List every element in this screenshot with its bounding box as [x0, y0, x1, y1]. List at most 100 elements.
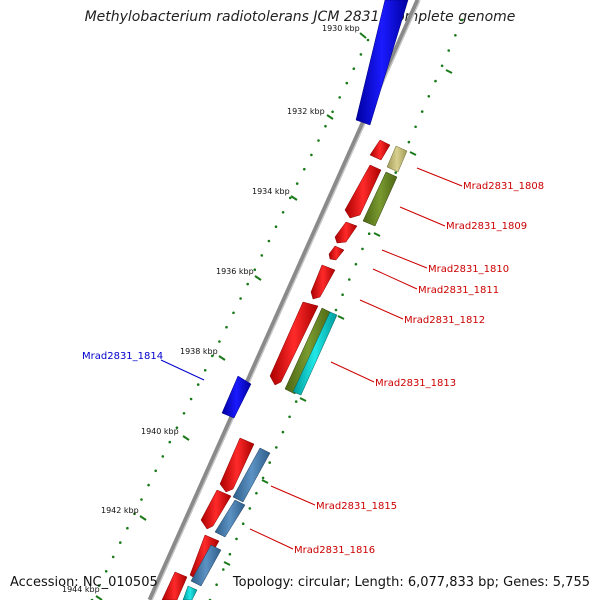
track-dot	[454, 34, 457, 37]
gene-red[interactable]	[310, 264, 336, 300]
track-dot	[427, 95, 431, 98]
label-leaders	[160, 167, 463, 550]
gene-red[interactable]	[369, 139, 391, 161]
leader-line	[399, 206, 446, 227]
track-dot	[334, 308, 338, 312]
track-dot	[359, 53, 363, 56]
tick-mark	[223, 561, 231, 566]
leader-line	[416, 167, 463, 187]
gene-label-1812[interactable]: Mrad2831_1812	[404, 315, 485, 326]
track-dot	[294, 400, 298, 403]
track-dot	[341, 293, 344, 297]
track-dot	[126, 526, 129, 530]
gene-red[interactable]	[161, 571, 188, 600]
leader-line	[249, 528, 294, 550]
gene-blue-1814[interactable]	[221, 375, 252, 419]
leader-line	[381, 249, 428, 269]
track-dot	[182, 412, 186, 415]
scale-ticks	[95, 32, 453, 600]
track-dot	[324, 124, 327, 128]
tick-mark	[290, 195, 298, 201]
tick-mark	[359, 32, 367, 39]
tick-mark	[326, 114, 334, 120]
tick-label-1930: 1930 kbp	[322, 24, 360, 33]
leader-line	[160, 359, 205, 381]
track-dot	[352, 67, 356, 70]
track-dot	[275, 446, 278, 449]
accession-text: Accession: NC_010505	[10, 575, 158, 590]
track-dot	[225, 325, 228, 329]
track-dot	[215, 583, 218, 586]
gene-label-1815[interactable]: Mrad2831_1815	[316, 501, 397, 512]
tick-mark	[337, 315, 345, 320]
gene-steel-1815a[interactable]	[232, 447, 271, 503]
gene-olive-1813[interactable]	[284, 307, 333, 395]
track-dot	[268, 461, 272, 464]
tick-mark	[95, 595, 103, 600]
track-dot	[281, 211, 285, 214]
leader-line	[270, 485, 316, 506]
gene-label-1813[interactable]: Mrad2831_1813	[375, 378, 456, 389]
gene-red[interactable]	[269, 301, 319, 386]
gene-label-1811[interactable]: Mrad2831_1811	[418, 285, 499, 296]
track-dot	[222, 568, 225, 571]
track-dot	[196, 383, 200, 386]
track-dot	[274, 225, 278, 228]
forward-strand-genes	[182, 145, 408, 600]
tick-mark	[445, 69, 453, 74]
gene-cyan-1813[interactable]	[292, 311, 338, 396]
gene-blue-top[interactable]	[355, 0, 409, 126]
track-dot	[255, 491, 258, 495]
tick-mark	[254, 275, 262, 281]
tick-mark	[299, 397, 307, 402]
track-dot	[317, 139, 320, 142]
track-dot	[310, 153, 313, 157]
track-dot	[235, 537, 238, 541]
tick-label-1942: 1942 kbp	[101, 506, 139, 515]
track-dot	[394, 171, 398, 174]
track-dot	[168, 440, 172, 444]
gene-label-1814[interactable]: Mrad2831_1814	[82, 351, 163, 362]
track-dot	[288, 196, 292, 200]
track-dot	[261, 476, 265, 480]
track-dot	[140, 498, 143, 501]
track-dot	[161, 455, 165, 458]
track-dot	[460, 18, 464, 22]
gene-steel-1815b[interactable]	[214, 499, 246, 538]
tick-mark	[261, 479, 269, 484]
tick-mark	[182, 435, 190, 441]
tick-label-1938: 1938 kbp	[180, 347, 218, 356]
track-dot	[345, 81, 349, 85]
gene-red[interactable]	[344, 164, 382, 219]
gene-label-1810[interactable]: Mrad2831_1810	[428, 264, 509, 275]
gene-label-1808[interactable]: Mrad2831_1808	[463, 181, 544, 192]
leader-line	[330, 361, 375, 383]
tick-label-1934: 1934 kbp	[252, 187, 290, 196]
gene-red[interactable]	[334, 221, 358, 244]
track-dot	[288, 415, 291, 419]
gene-steel-1816[interactable]	[190, 544, 222, 587]
gene-red[interactable]	[200, 489, 232, 530]
gene-khaki-1808[interactable]	[386, 145, 408, 173]
track-dot	[147, 483, 150, 487]
gene-label-1816[interactable]: Mrad2831_1816	[294, 545, 375, 556]
tick-mark	[409, 151, 417, 156]
track-dot	[354, 262, 358, 266]
gene-label-1809[interactable]: Mrad2831_1809	[446, 221, 527, 232]
track-dot	[133, 512, 136, 516]
tick-label-1932: 1932 kbp	[287, 107, 325, 116]
track-dot	[348, 278, 351, 281]
genome-summary-text: Topology: circular; Length: 6,077,833 bp…	[232, 575, 590, 590]
track-dot	[260, 254, 264, 257]
track-dot	[414, 125, 417, 129]
track-dot	[232, 311, 235, 315]
gene-cyan-bottom[interactable]	[182, 585, 198, 600]
tick-label-1940: 1940 kbp	[141, 427, 179, 436]
gene-olive-1809[interactable]	[362, 171, 398, 227]
track-dot	[303, 167, 306, 171]
gene-red[interactable]	[328, 245, 345, 261]
gene-red[interactable]	[219, 437, 255, 493]
tick-mark	[373, 232, 381, 237]
tick-label-1936: 1936 kbp	[216, 267, 254, 276]
track-dot	[111, 555, 115, 559]
